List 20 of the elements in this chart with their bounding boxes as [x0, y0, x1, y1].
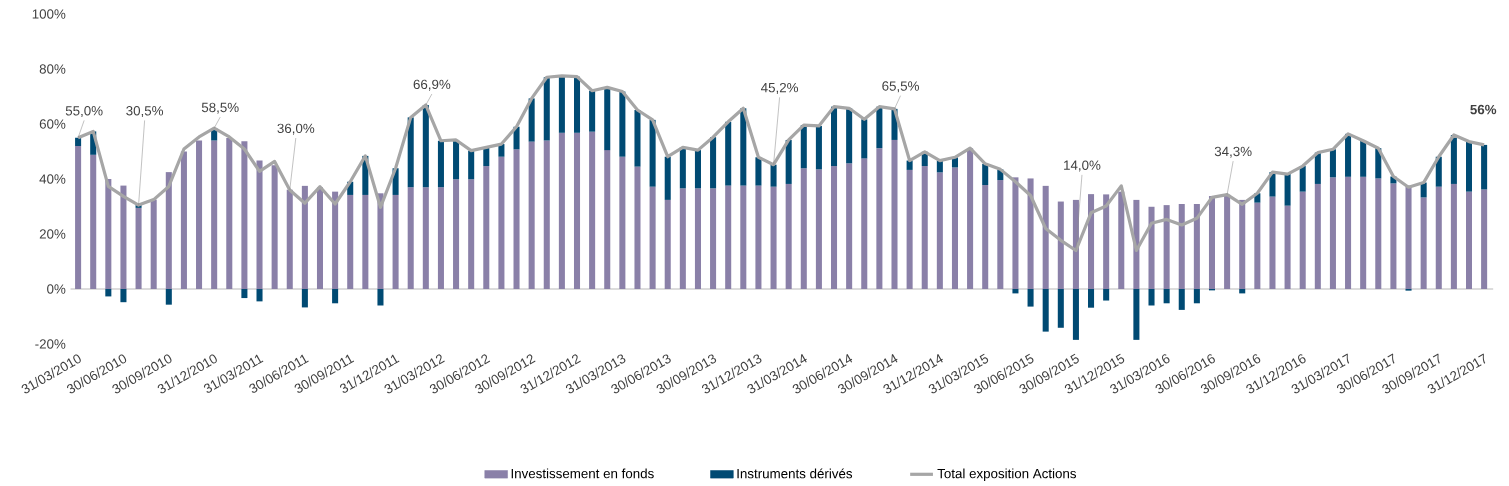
legend-label: Investissement en fonds [511, 468, 654, 479]
legend-label: Instruments dérivés [737, 468, 853, 479]
data-label: 56% [1470, 105, 1497, 115]
data-label: 36,0% [277, 123, 315, 135]
y-tick-label: 100% [32, 9, 66, 19]
data-label: 55,0% [65, 106, 103, 118]
data-label: 30,5% [126, 106, 164, 118]
y-tick-label: 60% [39, 119, 66, 129]
data-label: 65,5% [882, 81, 919, 93]
data-label: 58,5% [201, 102, 239, 114]
y-tick-label: 20% [39, 229, 66, 239]
data-label: 34,3% [1214, 146, 1252, 158]
data-label: 66,9% [413, 79, 451, 91]
y-tick-label: 80% [39, 64, 66, 74]
legend-label: Total exposition Actions [937, 468, 1077, 482]
data-label: 14,0% [1064, 160, 1101, 172]
data-label: 45,2% [761, 83, 799, 95]
y-tick-label: -20% [35, 339, 66, 349]
y-tick-label: 0% [47, 284, 66, 294]
y-tick-label: 40% [39, 174, 66, 184]
